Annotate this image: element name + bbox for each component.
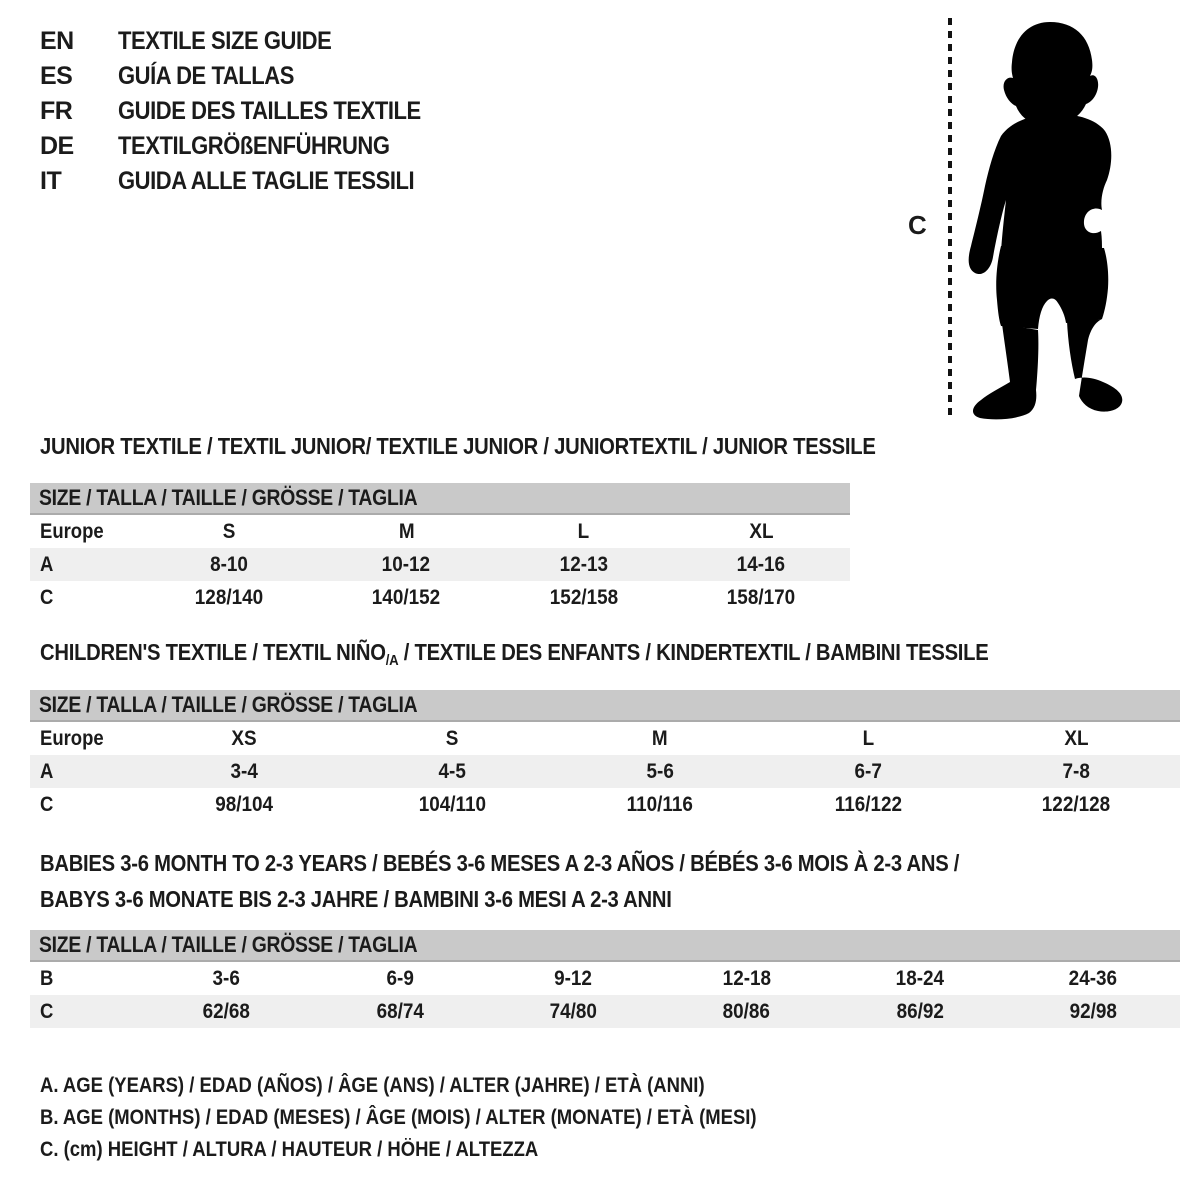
measurement-legend: A. AGE (YEARS) / EDAD (AÑOS) / ÂGE (ANS)… — [40, 1070, 854, 1166]
size-cell: M — [652, 727, 668, 750]
children-size-table: SIZE / TALLA / TAILLE / GRÖSSE / TAGLIA … — [30, 690, 1180, 821]
height-cell: 86/92 — [896, 1000, 944, 1023]
height-cell: 140/152 — [372, 586, 441, 609]
age-cell: 6-7 — [854, 760, 882, 783]
language-row-fr: FR GUIDE DES TAILLES TEXTILE — [40, 94, 462, 129]
height-cell: 62/68 — [203, 1000, 251, 1023]
age-cell: 10-12 — [382, 553, 431, 576]
age-cell: 4-5 — [438, 760, 466, 783]
language-label: TEXTILE SIZE GUIDE — [118, 27, 332, 55]
language-code: DE — [40, 132, 74, 160]
language-label: GUIDE DES TAILLES TEXTILE — [118, 97, 421, 125]
language-label: GUÍA DE TALLAS — [118, 62, 294, 90]
junior-size-table: SIZE / TALLA / TAILLE / GRÖSSE / TAGLIA … — [30, 483, 850, 614]
language-row-en: EN TEXTILE SIZE GUIDE — [40, 24, 462, 59]
size-table-header-bar: SIZE / TALLA / TAILLE / GRÖSSE / TAGLIA — [30, 690, 1180, 722]
language-code: EN — [40, 27, 74, 55]
language-guide-header: EN TEXTILE SIZE GUIDE ES GUÍA DE TALLAS … — [40, 24, 462, 199]
height-cell: 98/104 — [215, 793, 273, 816]
table-row-age-months: B 3-6 6-9 9-12 12-18 18-24 24-36 — [30, 962, 1180, 995]
size-cell: S — [445, 727, 459, 750]
age-cell: 5-6 — [646, 760, 674, 783]
table-row-europe: Europe XS S M L XL — [30, 722, 1180, 755]
size-cell: S — [222, 520, 236, 543]
table-row-age-years: A 3-4 4-5 5-6 6-7 7-8 — [30, 755, 1180, 788]
language-code: ES — [40, 62, 73, 90]
toddler-silhouette-image — [968, 22, 1123, 420]
age-cell: 3-6 — [213, 967, 241, 990]
height-cell: 68/74 — [376, 1000, 424, 1023]
row-label: A — [40, 760, 54, 783]
size-table-header-bar: SIZE / TALLA / TAILLE / GRÖSSE / TAGLIA — [30, 483, 850, 515]
age-cell: 3-4 — [230, 760, 258, 783]
row-label: Europe — [40, 727, 104, 750]
babies-size-table: SIZE / TALLA / TAILLE / GRÖSSE / TAGLIA … — [30, 930, 1180, 1028]
age-cell: 6-9 — [386, 967, 414, 990]
language-row-it: IT GUIDA ALLE TAGLIE TESSILI — [40, 164, 462, 199]
age-cell: 12-13 — [559, 553, 608, 576]
row-label: B — [40, 967, 54, 990]
size-cell: XS — [231, 727, 257, 750]
age-cell: 14-16 — [737, 553, 786, 576]
age-cell: 9-12 — [554, 967, 593, 990]
row-label: C — [40, 586, 54, 609]
language-code: FR — [40, 97, 73, 125]
babies-section-title: BABIES 3-6 MONTH TO 2-3 YEARS / BEBÉS 3-… — [40, 850, 960, 912]
row-label: Europe — [40, 520, 104, 543]
size-cell: M — [398, 520, 415, 543]
height-measure-dotted-line — [948, 18, 952, 416]
height-cell: 80/86 — [722, 1000, 771, 1023]
row-label: A — [40, 553, 54, 576]
age-cell: 12-18 — [722, 967, 771, 990]
height-cell: 152/158 — [549, 586, 618, 609]
table-row-age-years: A 8-10 10-12 12-13 14-16 — [30, 548, 850, 581]
age-cell: 24-36 — [1069, 967, 1118, 990]
size-table-header-bar: SIZE / TALLA / TAILLE / GRÖSSE / TAGLIA — [30, 930, 1180, 962]
height-cell: 110/116 — [626, 793, 694, 816]
age-cell: 8-10 — [209, 553, 248, 576]
table-row-height-cm: C 128/140 140/152 152/158 158/170 — [30, 581, 850, 614]
height-cell: 122/128 — [1041, 793, 1111, 816]
size-cell: L — [862, 727, 874, 750]
age-cell: 18-24 — [895, 967, 945, 990]
height-cell: 92/98 — [1069, 1000, 1117, 1023]
legend-line-a: A. AGE (YEARS) / EDAD (AÑOS) / ÂGE (ANS)… — [40, 1074, 705, 1097]
language-row-de: DE TEXTILGRÖßENFÜHRUNG — [40, 129, 462, 164]
language-label: TEXTILGRÖßENFÜHRUNG — [118, 132, 390, 160]
row-label: C — [40, 1000, 54, 1023]
size-cell: XL — [749, 520, 774, 543]
size-cell: L — [577, 520, 590, 543]
height-cell: 74/80 — [549, 1000, 597, 1023]
age-cell: 7-8 — [1062, 760, 1090, 783]
legend-line-b: B. AGE (MONTHS) / EDAD (MESES) / ÂGE (MO… — [40, 1106, 757, 1129]
children-section-title: CHILDREN'S TEXTILE / TEXTIL NIÑO/A / TEX… — [40, 639, 989, 669]
language-label: GUIDA ALLE TAGLIE TESSILI — [118, 167, 415, 195]
table-row-height-cm: C 62/68 68/74 74/80 80/86 86/92 92/98 — [30, 995, 1180, 1028]
height-cell: 104/110 — [418, 793, 486, 816]
language-row-es: ES GUÍA DE TALLAS — [40, 59, 462, 94]
height-cell: 116/122 — [834, 793, 902, 816]
size-cell: XL — [1063, 727, 1089, 750]
legend-line-c: C. (cm) HEIGHT / ALTURA / HAUTEUR / HÖHE… — [40, 1138, 539, 1161]
table-row-height-cm: C 98/104 104/110 110/116 116/122 122/128 — [30, 788, 1180, 821]
language-code: IT — [40, 167, 62, 195]
table-row-europe: Europe S M L XL — [30, 515, 850, 548]
height-cell: 158/170 — [727, 586, 796, 609]
height-cell: 128/140 — [194, 586, 263, 609]
junior-section-title: JUNIOR TEXTILE / TEXTIL JUNIOR/ TEXTILE … — [40, 433, 876, 459]
height-measure-label: C — [908, 210, 927, 240]
row-label: C — [40, 793, 54, 816]
title-subscript: /A — [385, 652, 399, 669]
